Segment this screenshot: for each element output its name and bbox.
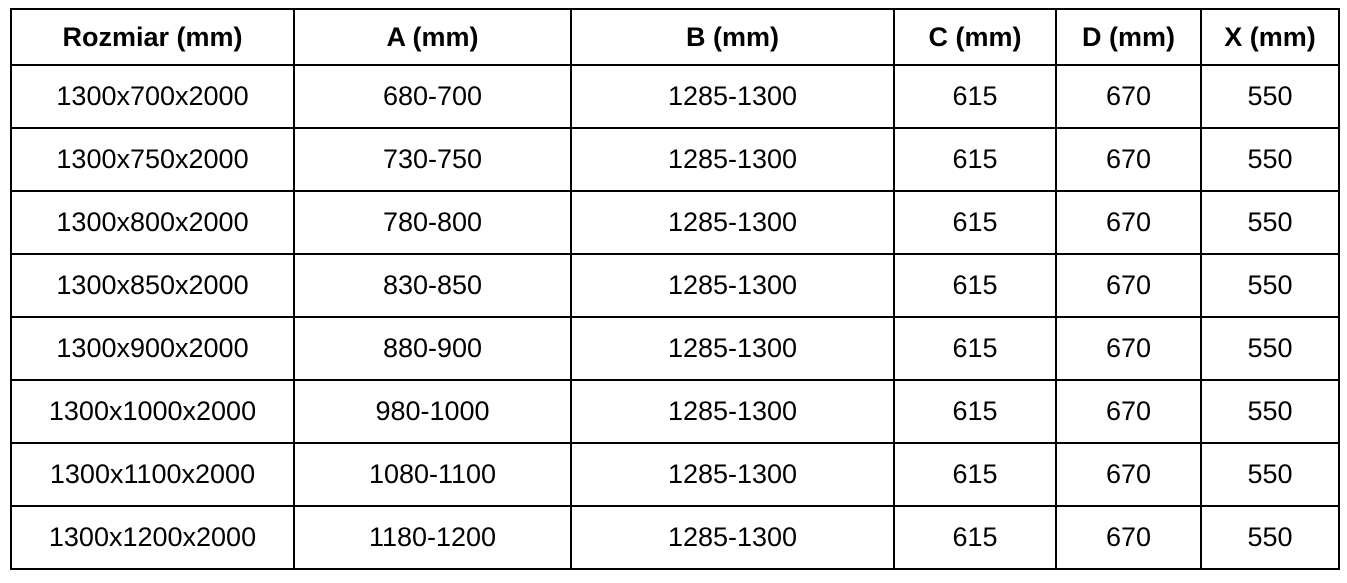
table-row: 1300x900x2000 880-900 1285-1300 615 670 … [10, 316, 1340, 381]
cell-x: 550 [1200, 190, 1340, 255]
cell-a: 1080-1100 [293, 442, 572, 507]
cell-x: 550 [1200, 442, 1340, 507]
cell-rozmiar: 1300x750x2000 [10, 127, 295, 192]
cell-b: 1285-1300 [570, 442, 895, 507]
cell-b: 1285-1300 [570, 127, 895, 192]
cell-d: 670 [1055, 190, 1202, 255]
cell-c: 615 [893, 505, 1057, 570]
cell-rozmiar: 1300x1000x2000 [10, 379, 295, 444]
cell-b: 1285-1300 [570, 253, 895, 318]
cell-b: 1285-1300 [570, 316, 895, 381]
cell-rozmiar: 1300x900x2000 [10, 316, 295, 381]
cell-rozmiar: 1300x800x2000 [10, 190, 295, 255]
cell-a: 680-700 [293, 64, 572, 129]
cell-rozmiar: 1300x700x2000 [10, 64, 295, 129]
cell-d: 670 [1055, 442, 1202, 507]
column-header-c: C (mm) [893, 8, 1057, 66]
column-header-a: A (mm) [293, 8, 572, 66]
cell-x: 550 [1200, 379, 1340, 444]
table-container: Rozmiar (mm) A (mm) B (mm) C (mm) D (mm)… [10, 8, 1340, 570]
cell-a: 980-1000 [293, 379, 572, 444]
cell-c: 615 [893, 253, 1057, 318]
cell-a: 1180-1200 [293, 505, 572, 570]
size-table: Rozmiar (mm) A (mm) B (mm) C (mm) D (mm)… [10, 8, 1340, 570]
cell-b: 1285-1300 [570, 64, 895, 129]
cell-c: 615 [893, 190, 1057, 255]
column-header-x: X (mm) [1200, 8, 1340, 66]
column-header-rozmiar: Rozmiar (mm) [10, 8, 295, 66]
cell-x: 550 [1200, 505, 1340, 570]
cell-b: 1285-1300 [570, 379, 895, 444]
cell-d: 670 [1055, 505, 1202, 570]
cell-x: 550 [1200, 253, 1340, 318]
cell-b: 1285-1300 [570, 505, 895, 570]
cell-a: 730-750 [293, 127, 572, 192]
cell-a: 830-850 [293, 253, 572, 318]
column-header-b: B (mm) [570, 8, 895, 66]
cell-rozmiar: 1300x1100x2000 [10, 442, 295, 507]
cell-c: 615 [893, 127, 1057, 192]
cell-d: 670 [1055, 64, 1202, 129]
table-row: 1300x1200x2000 1180-1200 1285-1300 615 6… [10, 505, 1340, 570]
cell-rozmiar: 1300x1200x2000 [10, 505, 295, 570]
cell-d: 670 [1055, 127, 1202, 192]
cell-c: 615 [893, 316, 1057, 381]
table-row: 1300x850x2000 830-850 1285-1300 615 670 … [10, 253, 1340, 318]
cell-d: 670 [1055, 316, 1202, 381]
table-row: 1300x800x2000 780-800 1285-1300 615 670 … [10, 190, 1340, 255]
cell-d: 670 [1055, 253, 1202, 318]
cell-c: 615 [893, 64, 1057, 129]
cell-c: 615 [893, 379, 1057, 444]
cell-b: 1285-1300 [570, 190, 895, 255]
cell-x: 550 [1200, 316, 1340, 381]
cell-x: 550 [1200, 127, 1340, 192]
column-header-d: D (mm) [1055, 8, 1202, 66]
cell-x: 550 [1200, 64, 1340, 129]
cell-d: 670 [1055, 379, 1202, 444]
table-row: 1300x700x2000 680-700 1285-1300 615 670 … [10, 64, 1340, 129]
cell-a: 780-800 [293, 190, 572, 255]
cell-rozmiar: 1300x850x2000 [10, 253, 295, 318]
cell-a: 880-900 [293, 316, 572, 381]
table-header-row: Rozmiar (mm) A (mm) B (mm) C (mm) D (mm)… [10, 8, 1340, 66]
table-row: 1300x750x2000 730-750 1285-1300 615 670 … [10, 127, 1340, 192]
cell-c: 615 [893, 442, 1057, 507]
table-row: 1300x1100x2000 1080-1100 1285-1300 615 6… [10, 442, 1340, 507]
table-row: 1300x1000x2000 980-1000 1285-1300 615 67… [10, 379, 1340, 444]
